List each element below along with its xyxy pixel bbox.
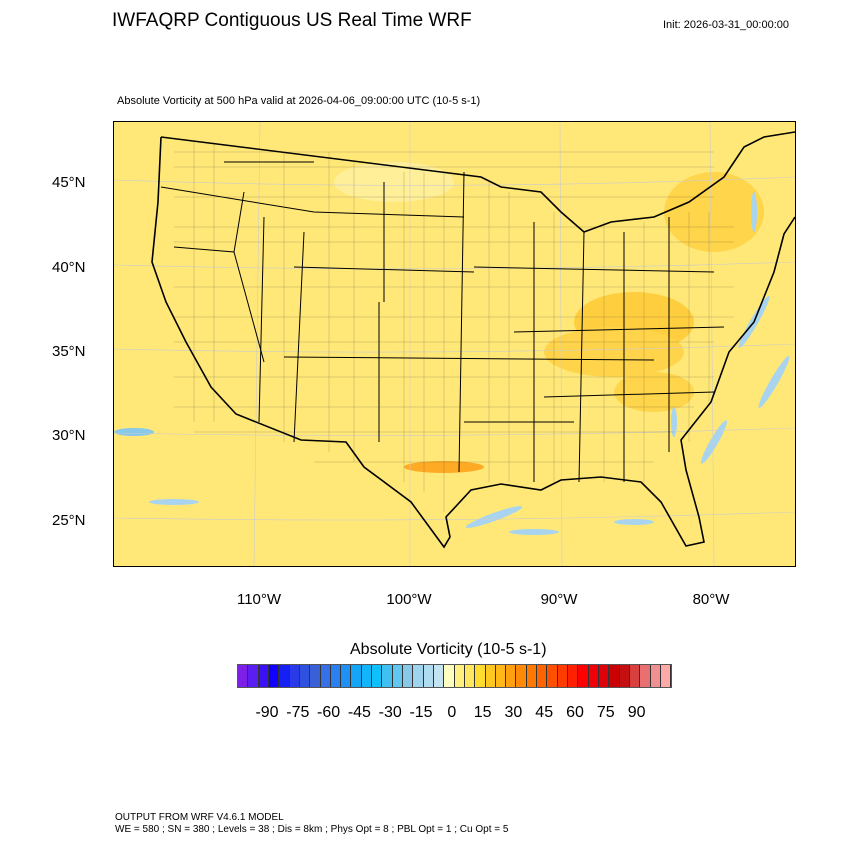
- lat-label: 40°N: [52, 259, 86, 276]
- lon-label: 100°W: [386, 591, 432, 608]
- colorbar-swatch: [268, 665, 280, 687]
- colorbar-swatch: [433, 665, 445, 687]
- lat-label: 25°N: [52, 512, 86, 529]
- colorbar-tick-label: 30: [504, 704, 523, 721]
- colorbar-swatch: [320, 665, 331, 687]
- county-borders: [174, 142, 734, 512]
- colorbar-swatch: [392, 665, 403, 687]
- colorbar-tick-label: -45: [347, 704, 371, 721]
- colorbar-swatch: [454, 665, 465, 687]
- colorbar-tick-label: 0: [447, 704, 457, 721]
- colorbar-swatch: [341, 665, 352, 687]
- colorbar-swatch: [660, 665, 672, 687]
- colorbar-swatch: [248, 665, 259, 687]
- colorbar-swatch: [258, 665, 269, 687]
- lon-label: 80°W: [692, 591, 730, 608]
- colorbar-swatch: [640, 665, 651, 687]
- map-svg: [113, 121, 796, 567]
- colorbar-swatch: [423, 665, 434, 687]
- colorbar-swatch: [526, 665, 538, 687]
- colorbar-swatch: [547, 665, 558, 687]
- colorbar-swatch: [557, 665, 568, 687]
- footer-model: OUTPUT FROM WRF V4.6.1 MODEL: [115, 812, 284, 823]
- colorbar-swatch: [485, 665, 496, 687]
- colorbar-swatch: [361, 665, 373, 687]
- plot-title: IWFAQRP Contiguous US Real Time WRF: [112, 10, 472, 31]
- colorbar: [237, 664, 672, 688]
- colorbar-swatch: [568, 665, 579, 687]
- colorbar-swatch: [506, 665, 517, 687]
- colorbar-swatch: [372, 665, 383, 687]
- colorbar-tick-label: 60: [566, 704, 584, 721]
- lon-label: 90°W: [540, 591, 578, 608]
- colorbar-swatch: [351, 665, 362, 687]
- colorbar-swatch: [464, 665, 476, 687]
- colorbar-title: Absolute Vorticity (10-5 s-1): [350, 641, 547, 658]
- colorbar-swatch: [516, 665, 527, 687]
- colorbar-swatch: [330, 665, 342, 687]
- field-subtitle: Absolute Vorticity at 500 hPa valid at 2…: [117, 95, 481, 107]
- colorbar-swatch: [495, 665, 507, 687]
- colorbar-swatch: [289, 665, 300, 687]
- colorbar-swatch: [238, 665, 249, 687]
- colorbar-tick-label: -15: [409, 704, 433, 721]
- colorbar-tick-label: -75: [286, 704, 310, 721]
- colorbar-tick-label: 15: [473, 704, 492, 721]
- colorbar-swatch: [444, 665, 455, 687]
- colorbar-swatch: [578, 665, 589, 687]
- lat-label: 30°N: [52, 427, 86, 444]
- lon-label: 110°W: [236, 591, 282, 608]
- colorbar-tick-label: -90: [255, 704, 279, 721]
- colorbar-swatch: [629, 665, 641, 687]
- init-time: Init: 2026-03-31_00:00:00: [663, 19, 789, 31]
- graticule: [113, 121, 796, 567]
- colorbar-swatch: [475, 665, 486, 687]
- colorbar-swatch: [598, 665, 610, 687]
- colorbar-swatch: [279, 665, 290, 687]
- footer-config: WE = 580 ; SN = 380 ; Levels = 38 ; Dis …: [115, 824, 509, 835]
- colorbar-swatch: [310, 665, 321, 687]
- colorbar-swatch: [650, 665, 661, 687]
- colorbar-tick-label: -30: [378, 704, 402, 721]
- colorbar-swatch: [588, 665, 599, 687]
- colorbar-swatch: [413, 665, 424, 687]
- colorbar-swatch: [403, 665, 414, 687]
- colorbar-swatch: [537, 665, 548, 687]
- colorbar-swatch: [299, 665, 311, 687]
- colorbar-tick-label: 45: [535, 704, 554, 721]
- lat-label: 35°N: [52, 343, 86, 360]
- lat-label: 45°N: [52, 174, 86, 191]
- colorbar-tick-label: 75: [596, 704, 615, 721]
- colorbar-tick-label: -60: [317, 704, 341, 721]
- colorbar-swatch: [382, 665, 393, 687]
- colorbar-swatch: [619, 665, 630, 687]
- vorticity-map: [113, 121, 796, 567]
- colorbar-tick-label: 90: [627, 704, 646, 721]
- colorbar-swatch: [609, 665, 620, 687]
- us-coastline: [151, 131, 796, 549]
